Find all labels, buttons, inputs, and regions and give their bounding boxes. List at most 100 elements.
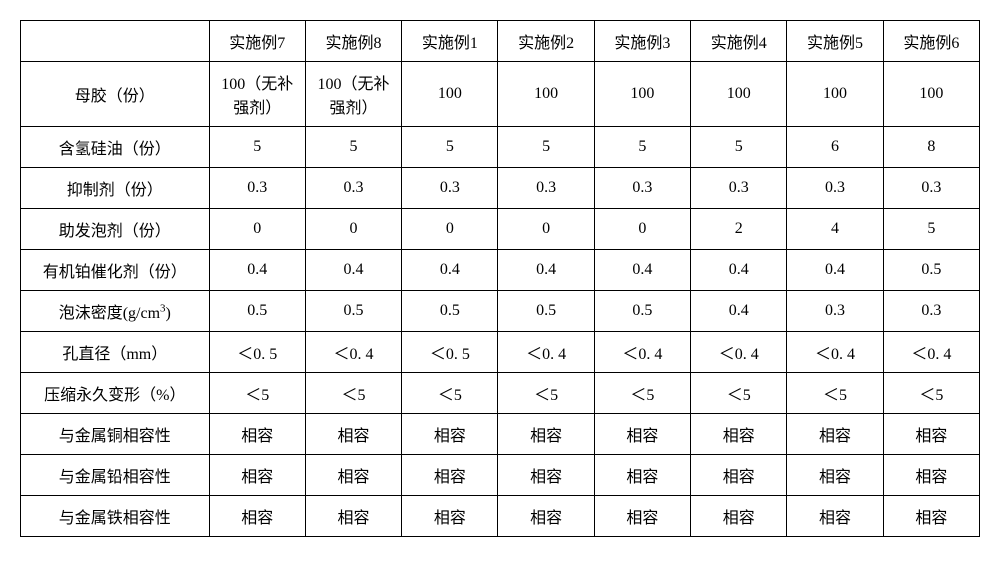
data-cell: 100 [498,62,594,127]
data-cell: 0.3 [209,168,305,209]
data-cell: 0.5 [305,291,401,332]
data-cell: 100 [594,62,690,127]
data-cell: 相容 [691,496,787,537]
row-label: 与金属铅相容性 [21,455,210,496]
data-cell: 相容 [883,496,979,537]
data-cell: 0 [305,209,401,250]
data-cell: 0 [594,209,690,250]
table-row: 有机铂催化剂（份）0.40.40.40.40.40.40.40.5 [21,250,980,291]
data-cell: 2 [691,209,787,250]
table-body: 母胶（份）100（无补强剂）100（无补强剂）10010010010010010… [21,62,980,537]
data-cell: 0 [498,209,594,250]
data-cell: 5 [209,127,305,168]
data-cell: 0.5 [209,291,305,332]
data-cell: 相容 [402,455,498,496]
data-cell: 相容 [594,496,690,537]
data-cell: 相容 [305,414,401,455]
header-cell-ex3: 实施例3 [594,21,690,62]
data-cell: 8 [883,127,979,168]
data-cell: 0.3 [787,168,883,209]
data-cell: ＜0. 4 [787,332,883,373]
data-cell: 0 [402,209,498,250]
data-cell: 0.4 [594,250,690,291]
data-cell: 5 [594,127,690,168]
data-cell: 0.3 [594,168,690,209]
data-cell: 0.3 [883,168,979,209]
row-label: 压缩永久变形（%） [21,373,210,414]
data-cell: 相容 [305,455,401,496]
data-cell: 5 [402,127,498,168]
data-cell: 5 [305,127,401,168]
data-cell: 相容 [883,414,979,455]
data-cell: 6 [787,127,883,168]
data-cell: 100（无补强剂） [305,62,401,127]
data-cell: 相容 [787,496,883,537]
data-cell: 相容 [883,455,979,496]
data-cell: ＜0. 4 [305,332,401,373]
row-label: 助发泡剂（份） [21,209,210,250]
data-cell: ＜5 [305,373,401,414]
data-cell: 0.3 [883,291,979,332]
data-cell: 相容 [594,414,690,455]
data-cell: ＜5 [402,373,498,414]
table-row: 与金属铁相容性相容相容相容相容相容相容相容相容 [21,496,980,537]
data-cell: 100 [787,62,883,127]
data-cell: 0.4 [691,291,787,332]
data-cell: 相容 [691,414,787,455]
data-cell: 相容 [594,455,690,496]
data-cell: ＜5 [594,373,690,414]
row-label: 含氢硅油（份） [21,127,210,168]
data-cell: 0.5 [402,291,498,332]
data-cell: ＜5 [883,373,979,414]
header-cell-blank [21,21,210,62]
data-cell: 0.5 [498,291,594,332]
data-cell: 100 [402,62,498,127]
data-table: 实施例7 实施例8 实施例1 实施例2 实施例3 实施例4 实施例5 实施例6 … [20,20,980,537]
data-cell: 相容 [209,496,305,537]
header-cell-ex5: 实施例5 [787,21,883,62]
data-cell: 相容 [498,455,594,496]
header-cell-ex4: 实施例4 [691,21,787,62]
data-cell: ＜5 [209,373,305,414]
data-cell: 相容 [787,455,883,496]
data-cell: ＜5 [691,373,787,414]
data-cell: ＜0. 4 [594,332,690,373]
data-cell: 相容 [209,414,305,455]
row-label: 抑制剂（份） [21,168,210,209]
data-cell: 100（无补强剂） [209,62,305,127]
data-cell: 5 [883,209,979,250]
data-cell: 4 [787,209,883,250]
table-row: 泡沫密度(g/cm3)0.50.50.50.50.50.40.30.3 [21,291,980,332]
table-row: 孔直径（mm）＜0. 5＜0. 4＜0. 5＜0. 4＜0. 4＜0. 4＜0.… [21,332,980,373]
row-label: 与金属铜相容性 [21,414,210,455]
header-cell-ex1: 实施例1 [402,21,498,62]
data-cell: 0.4 [498,250,594,291]
data-cell: 0.3 [402,168,498,209]
table-row: 母胶（份）100（无补强剂）100（无补强剂）10010010010010010… [21,62,980,127]
data-cell: 0.3 [305,168,401,209]
data-cell: 0 [209,209,305,250]
row-label: 有机铂催化剂（份） [21,250,210,291]
data-cell: 相容 [305,496,401,537]
table-row: 与金属铅相容性相容相容相容相容相容相容相容相容 [21,455,980,496]
data-cell: 5 [498,127,594,168]
data-cell: 0.5 [594,291,690,332]
header-cell-ex8: 实施例8 [305,21,401,62]
data-cell: ＜0. 5 [209,332,305,373]
table-row: 抑制剂（份）0.30.30.30.30.30.30.30.3 [21,168,980,209]
header-cell-ex6: 实施例6 [883,21,979,62]
data-cell: ＜0. 4 [883,332,979,373]
data-cell: 0.3 [787,291,883,332]
data-cell: 100 [691,62,787,127]
header-cell-ex2: 实施例2 [498,21,594,62]
header-cell-ex7: 实施例7 [209,21,305,62]
table-row: 含氢硅油（份）55555568 [21,127,980,168]
data-cell: ＜0. 5 [402,332,498,373]
header-row: 实施例7 实施例8 实施例1 实施例2 实施例3 实施例4 实施例5 实施例6 [21,21,980,62]
data-cell: 0.4 [691,250,787,291]
data-cell: 相容 [209,455,305,496]
data-cell: 0.3 [691,168,787,209]
data-cell: 100 [883,62,979,127]
data-cell: ＜0. 4 [498,332,594,373]
table-row: 压缩永久变形（%）＜5＜5＜5＜5＜5＜5＜5＜5 [21,373,980,414]
